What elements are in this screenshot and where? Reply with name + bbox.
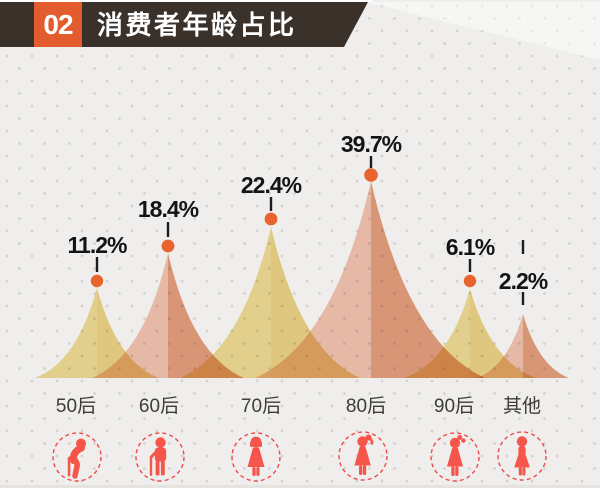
category-label-qita: 其他 — [502, 396, 542, 417]
spike-80hou-right — [371, 181, 485, 378]
icon-qita — [496, 430, 548, 482]
elderly-standing-cane-icon — [135, 432, 185, 482]
spike-50hou-right — [97, 288, 159, 378]
spike-qita — [477, 314, 569, 378]
spike-60hou — [92, 253, 244, 378]
category-label-90hou: 90后 — [433, 396, 475, 417]
spike-70hou-left — [180, 227, 271, 378]
spike-80hou — [255, 181, 485, 378]
woman-skirt-icon — [497, 431, 547, 481]
top-white-strip — [0, 0, 372, 2]
spike-50hou — [35, 288, 159, 378]
category-label-60hou: 60后 — [138, 396, 180, 417]
spike-60hou-right — [168, 253, 244, 378]
value-label-50hou: 11.2% — [67, 232, 128, 258]
girl-bow-icon — [430, 432, 480, 482]
icon-80hou — [337, 430, 389, 482]
icon-70hou — [230, 431, 282, 483]
category-label-70hou: 70后 — [240, 396, 282, 417]
elderly-bent-cane-icon — [52, 432, 102, 482]
spike-70hou — [180, 227, 360, 378]
icon-50hou — [51, 431, 103, 483]
spike-90hou — [404, 289, 536, 378]
bottom-divider — [0, 485, 600, 488]
value-label-70hou: 22.4% — [240, 172, 302, 198]
category-label-80hou: 80后 — [345, 396, 387, 417]
spike-qita-right — [523, 314, 569, 378]
value-label-60hou: 18.4% — [137, 196, 199, 222]
icon-60hou — [134, 431, 186, 483]
value-label-90hou: 6.1% — [445, 234, 495, 260]
peak-marker-50hou — [90, 274, 104, 288]
spike-60hou-left — [92, 253, 168, 378]
section-number-badge: 02 — [34, 2, 82, 47]
peak-marker-80hou — [364, 168, 378, 182]
spike-70hou-right — [271, 227, 360, 378]
icon-90hou — [429, 431, 481, 483]
spike-qita-left — [477, 314, 523, 378]
value-label-80hou: 39.7% — [340, 131, 402, 157]
section-header-bar: 02 消费者年龄占比 — [0, 2, 368, 47]
peak-marker-60hou — [161, 239, 175, 253]
peak-marker-90hou — [463, 274, 477, 288]
section-title: 消费者年龄占比 — [97, 10, 297, 40]
woman-bob-icon — [231, 432, 281, 482]
peak-marker-70hou — [264, 212, 278, 226]
value-label-qita: 2.2% — [498, 268, 548, 294]
girl-ponytail-icon — [338, 431, 388, 481]
spike-90hou-right — [470, 289, 536, 378]
spike-50hou-left — [35, 288, 97, 378]
spike-80hou-left — [255, 181, 371, 378]
category-label-50hou: 50后 — [55, 396, 97, 417]
spike-90hou-left — [404, 289, 470, 378]
